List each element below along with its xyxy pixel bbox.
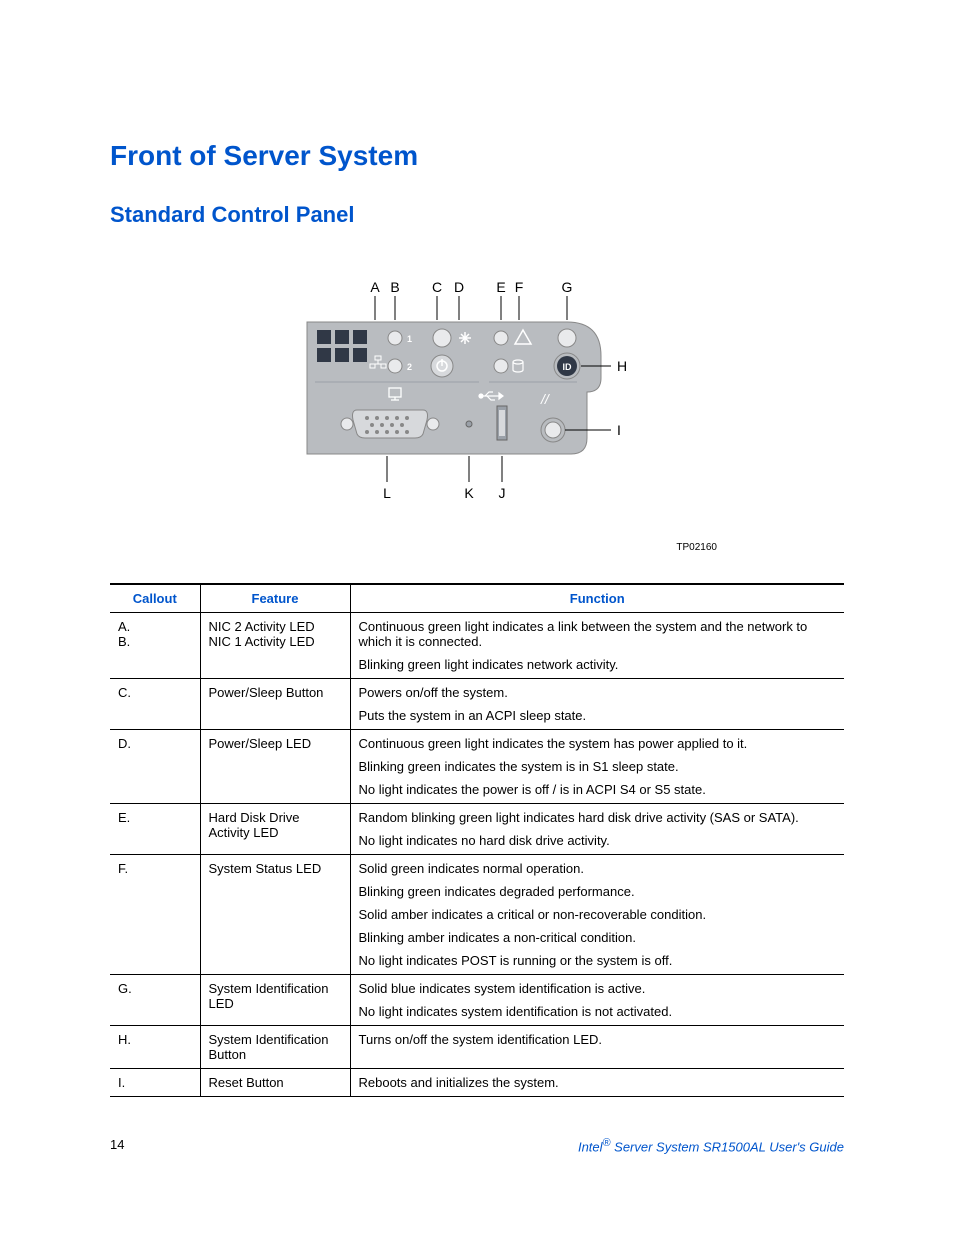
cell-function: Powers on/off the system.Puts the system… — [350, 679, 844, 730]
callout-label-L: L — [383, 485, 391, 501]
control-panel-figure: A B C D E F G — [110, 278, 844, 553]
table-row: A.B.NIC 2 Activity LEDNIC 1 Activity LED… — [110, 613, 844, 679]
power-button-icon — [433, 329, 451, 347]
document-page: Front of Server System Standard Control … — [0, 0, 954, 1194]
hdd-led-icon — [494, 331, 508, 345]
cell-feature: System Status LED — [200, 855, 350, 975]
cell-callout: A.B. — [110, 613, 200, 679]
cell-function: Random blinking green light indicates ha… — [350, 804, 844, 855]
cell-feature: Reset Button — [200, 1069, 350, 1097]
callout-label-G: G — [562, 279, 573, 295]
panel-body: 1 — [307, 322, 601, 454]
callout-label-E: E — [496, 279, 505, 295]
reset-button-icon — [545, 422, 561, 438]
callout-label-A: A — [370, 279, 380, 295]
page-footer: 14 Intel® Server System SR1500AL User's … — [110, 1137, 844, 1154]
hdd-activity-led-icon — [494, 359, 508, 373]
callout-label-C: C — [432, 279, 442, 295]
nic2-led-icon — [388, 331, 402, 345]
callout-label-K: K — [464, 485, 474, 501]
doc-title: Intel® Server System SR1500AL User's Gui… — [578, 1137, 844, 1154]
table-row: H.System Identification ButtonTurns on/o… — [110, 1026, 844, 1069]
cell-feature: NIC 2 Activity LEDNIC 1 Activity LED — [200, 613, 350, 679]
cell-callout: I. — [110, 1069, 200, 1097]
cell-function: Continuous green light indicates a link … — [350, 613, 844, 679]
cell-function: Turns on/off the system identification L… — [350, 1026, 844, 1069]
cell-callout: F. — [110, 855, 200, 975]
header-function: Function — [350, 584, 844, 613]
section-subtitle: Standard Control Panel — [110, 202, 844, 228]
cell-callout: C. — [110, 679, 200, 730]
cell-callout: H. — [110, 1026, 200, 1069]
cell-function: Solid blue indicates system identificati… — [350, 975, 844, 1026]
cell-feature: Power/Sleep LED — [200, 730, 350, 804]
cell-feature: Hard Disk Drive Activity LED — [200, 804, 350, 855]
id-button-text: ID — [563, 362, 573, 372]
figure-id: TP02160 — [237, 542, 717, 553]
features-table: Callout Feature Function A.B.NIC 2 Activ… — [110, 583, 844, 1097]
cell-function: Reboots and initializes the system. — [350, 1069, 844, 1097]
header-callout: Callout — [110, 584, 200, 613]
cell-feature: System Identification Button — [200, 1026, 350, 1069]
callout-label-H: H — [617, 358, 627, 374]
cell-callout: E. — [110, 804, 200, 855]
cell-feature: System Identification LED — [200, 975, 350, 1026]
callout-label-B: B — [390, 279, 399, 295]
callout-label-J: J — [499, 485, 506, 501]
control-panel-svg: A B C D E F G — [267, 278, 687, 538]
cell-feature: Power/Sleep Button — [200, 679, 350, 730]
nic1-led-icon — [388, 359, 402, 373]
led-1-label: 1 — [407, 334, 412, 344]
cell-function: Solid green indicates normal operation.B… — [350, 855, 844, 975]
cell-function: Continuous green light indicates the sys… — [350, 730, 844, 804]
table-row: E.Hard Disk Drive Activity LEDRandom bli… — [110, 804, 844, 855]
table-row: I.Reset ButtonReboots and initializes th… — [110, 1069, 844, 1097]
table-row: F.System Status LEDSolid green indicates… — [110, 855, 844, 975]
callout-label-I: I — [617, 422, 621, 438]
cell-callout: D. — [110, 730, 200, 804]
nmi-pinhole-icon — [466, 421, 472, 427]
page-title: Front of Server System — [110, 140, 844, 172]
table-row: G.System Identification LEDSolid blue in… — [110, 975, 844, 1026]
cell-callout: G. — [110, 975, 200, 1026]
led-2-label: 2 — [407, 362, 412, 372]
table-row: C.Power/Sleep ButtonPowers on/off the sy… — [110, 679, 844, 730]
callout-label-F: F — [515, 279, 524, 295]
page-number: 14 — [110, 1137, 124, 1154]
callout-label-D: D — [454, 279, 464, 295]
table-row: D.Power/Sleep LEDContinuous green light … — [110, 730, 844, 804]
header-feature: Feature — [200, 584, 350, 613]
table-header-row: Callout Feature Function — [110, 584, 844, 613]
system-id-led-icon — [558, 329, 576, 347]
